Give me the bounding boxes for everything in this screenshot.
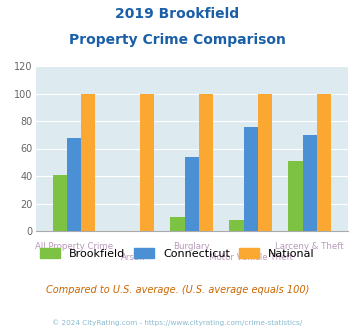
- Text: Arson: Arson: [120, 253, 145, 262]
- Text: Compared to U.S. average. (U.S. average equals 100): Compared to U.S. average. (U.S. average …: [46, 285, 309, 295]
- Bar: [258, 93, 272, 231]
- Bar: [170, 217, 185, 231]
- Text: Property Crime Comparison: Property Crime Comparison: [69, 33, 286, 47]
- Bar: [53, 175, 67, 231]
- Bar: [185, 157, 199, 231]
- Legend: Brookfield, Connecticut, National: Brookfield, Connecticut, National: [40, 248, 315, 259]
- Bar: [288, 161, 302, 231]
- Text: 2019 Brookfield: 2019 Brookfield: [115, 7, 240, 20]
- Bar: [244, 126, 258, 231]
- Text: Motor Vehicle Theft: Motor Vehicle Theft: [209, 253, 293, 262]
- Bar: [317, 93, 331, 231]
- Bar: [302, 135, 317, 231]
- Text: Burglary: Burglary: [173, 242, 210, 251]
- Text: All Property Crime: All Property Crime: [35, 242, 113, 251]
- Bar: [81, 93, 95, 231]
- Bar: [229, 220, 244, 231]
- Bar: [140, 93, 154, 231]
- Text: © 2024 CityRating.com - https://www.cityrating.com/crime-statistics/: © 2024 CityRating.com - https://www.city…: [53, 319, 302, 326]
- Bar: [67, 138, 81, 231]
- Bar: [199, 93, 213, 231]
- Text: Larceny & Theft: Larceny & Theft: [275, 242, 344, 251]
